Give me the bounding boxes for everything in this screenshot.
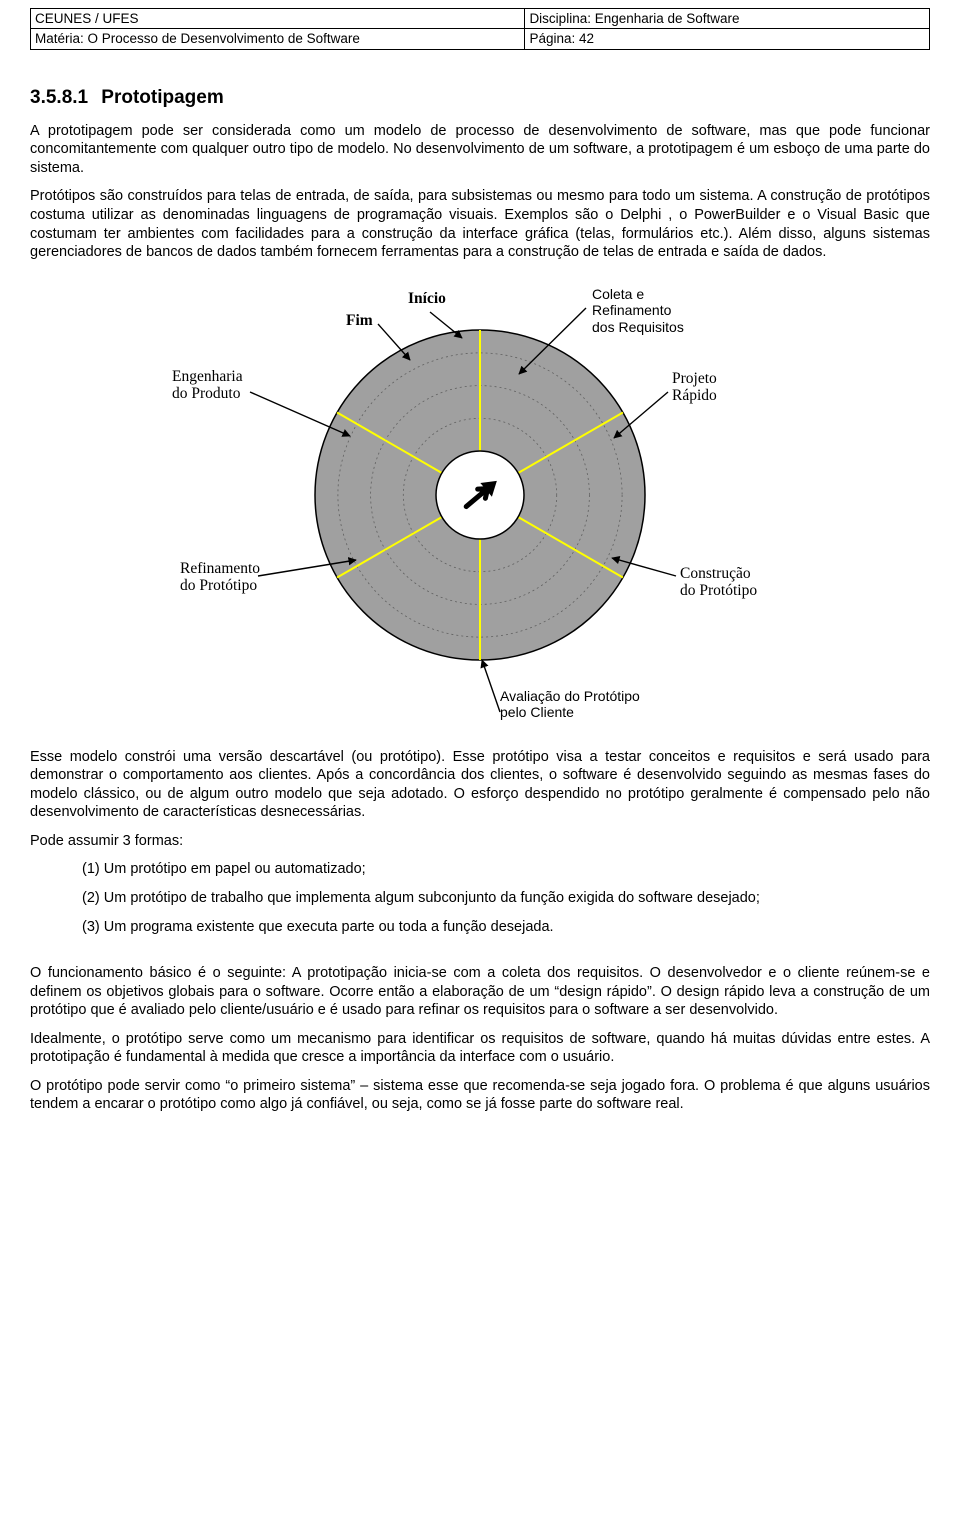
form-item-2: (2) Um protótipo de trabalho que impleme…	[82, 889, 930, 908]
paragraph-2: Protótipos são construídos para telas de…	[30, 187, 930, 261]
label-projeto-rapido: ProjetoRápido	[672, 370, 717, 406]
header-discipline: Disciplina: Engenharia de Software	[525, 9, 930, 29]
label-avaliacao: Avaliação do Protótipopelo Cliente	[500, 688, 640, 721]
header-pagina: Página: 42	[525, 29, 930, 49]
section-number: 3.5.8.1	[30, 86, 96, 110]
header-org: CEUNES / UFES	[31, 9, 525, 29]
forms-list: (1) Um protótipo em papel ou automatizad…	[82, 860, 930, 936]
paragraph-4: O funcionamento básico é o seguinte: A p…	[30, 964, 930, 1020]
paragraph-1: A prototipagem pode ser considerada como…	[30, 122, 930, 178]
forms-intro: Pode assumir 3 formas:	[30, 832, 930, 851]
label-inicio: Início	[408, 290, 446, 308]
label-construcao: Construçãodo Protótipo	[680, 565, 757, 601]
header-materia: Matéria: O Processo de Desenvolvimento d…	[31, 29, 525, 49]
section-title: Prototipagem	[101, 87, 223, 108]
paragraph-3: Esse modelo constrói uma versão descartá…	[30, 748, 930, 822]
paragraph-5: Idealmente, o protótipo serve como um me…	[30, 1030, 930, 1067]
label-engenharia: Engenhariado Produto	[172, 368, 243, 404]
prototyping-cycle-diagram: Início Fim Coleta eRefinamentodos Requis…	[160, 280, 800, 730]
form-item-1: (1) Um protótipo em papel ou automatizad…	[82, 860, 930, 879]
label-coleta: Coleta eRefinamentodos Requisitos	[592, 286, 684, 336]
form-item-3: (3) Um programa existente que executa pa…	[82, 918, 930, 937]
label-fim: Fim	[346, 312, 373, 330]
header-table: CEUNES / UFES Disciplina: Engenharia de …	[30, 8, 930, 50]
section-heading: 3.5.8.1 Prototipagem	[30, 86, 930, 110]
label-refinamento: Refinamentodo Protótipo	[180, 560, 260, 596]
paragraph-6: O protótipo pode servir como “o primeiro…	[30, 1077, 930, 1114]
